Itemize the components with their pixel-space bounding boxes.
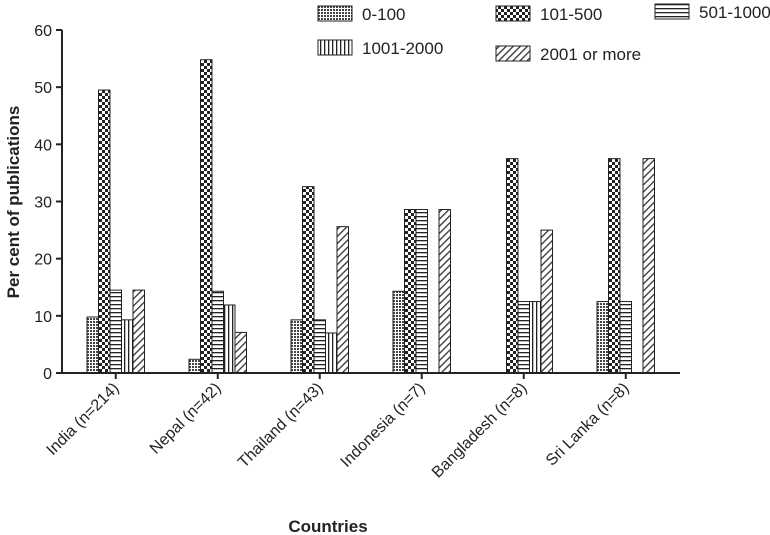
x-tick-label: Indonesia (n=7) xyxy=(338,380,429,471)
bar-vertical-2 xyxy=(325,332,338,374)
bar-checker-1 xyxy=(200,59,213,374)
bar-diagonal-5 xyxy=(642,158,655,374)
y-tick-label: 50 xyxy=(34,80,52,97)
bar-vertical-1 xyxy=(223,304,236,374)
bar-horizontal-5 xyxy=(619,301,632,374)
bar-checker-2 xyxy=(302,186,315,374)
bar-dots-3 xyxy=(392,290,405,374)
bar-checker-3 xyxy=(404,209,417,374)
legend-swatch-horizontal xyxy=(654,3,690,20)
y-tick-label: 60 xyxy=(34,23,52,40)
legend-label: 501-1000 xyxy=(699,3,770,22)
y-axis-ticks: 0 10 20 30 40 50 60 xyxy=(34,23,62,383)
plot-area: 0 10 20 30 40 50 60 India (n=214) Nepal (n=42) T… xyxy=(34,23,680,481)
bar-diagonal-2 xyxy=(336,226,349,374)
x-tick-label: Bangladesh (n=8) xyxy=(429,380,531,482)
bar-horizontal-3 xyxy=(415,209,428,374)
x-tick-label: Thailand (n=43) xyxy=(235,380,327,472)
x-tick-label: Sri Lanka (n=8) xyxy=(543,380,633,470)
legend-swatch-vertical xyxy=(317,39,353,56)
bar-dots-1 xyxy=(188,358,201,374)
bar-dots-5 xyxy=(596,301,609,374)
legend-label: 1001-2000 xyxy=(362,39,443,58)
x-tick-label: Nepal (n=42) xyxy=(147,380,225,458)
y-tick-label: 30 xyxy=(34,195,52,212)
x-tick-label: India (n=214) xyxy=(44,380,123,459)
legend-swatch-checker xyxy=(495,5,531,22)
legend-swatch-dots xyxy=(317,5,353,22)
bar-horizontal-0 xyxy=(109,289,122,374)
bar-diagonal-3 xyxy=(438,209,451,374)
y-axis-title: Per cent of publications xyxy=(4,106,23,299)
x-axis-title: Countries xyxy=(288,517,367,535)
bar-diagonal-4 xyxy=(540,229,553,374)
x-axis-ticks: India (n=214) Nepal (n=42) Thailand (n=43)… xyxy=(44,373,633,481)
bars-group xyxy=(86,59,655,374)
legend-label: 0-100 xyxy=(362,5,405,24)
bar-checker-0 xyxy=(98,89,111,374)
y-tick-label: 0 xyxy=(43,366,52,383)
bar-checker-5 xyxy=(608,158,621,374)
legend-label: 101-500 xyxy=(540,5,602,24)
bar-diagonal-0 xyxy=(132,289,145,374)
bar-dots-0 xyxy=(86,316,99,374)
bar-diagonal-1 xyxy=(234,331,247,374)
bar-checker-4 xyxy=(506,158,519,374)
bar-horizontal-2 xyxy=(313,319,326,374)
legend-swatch-diagonal xyxy=(495,45,531,62)
bar-horizontal-1 xyxy=(211,290,224,374)
bar-vertical-0 xyxy=(121,319,134,374)
bar-dots-2 xyxy=(290,319,303,374)
y-tick-label: 20 xyxy=(34,252,52,269)
y-tick-label: 40 xyxy=(34,137,52,154)
bar-horizontal-4 xyxy=(517,301,530,374)
legend: 0-100 101-500 501-1000 1001-2000 2001 or mor… xyxy=(317,3,770,64)
bar-vertical-4 xyxy=(529,301,542,374)
legend-label: 2001 or more xyxy=(540,45,641,64)
y-tick-label: 10 xyxy=(34,309,52,326)
